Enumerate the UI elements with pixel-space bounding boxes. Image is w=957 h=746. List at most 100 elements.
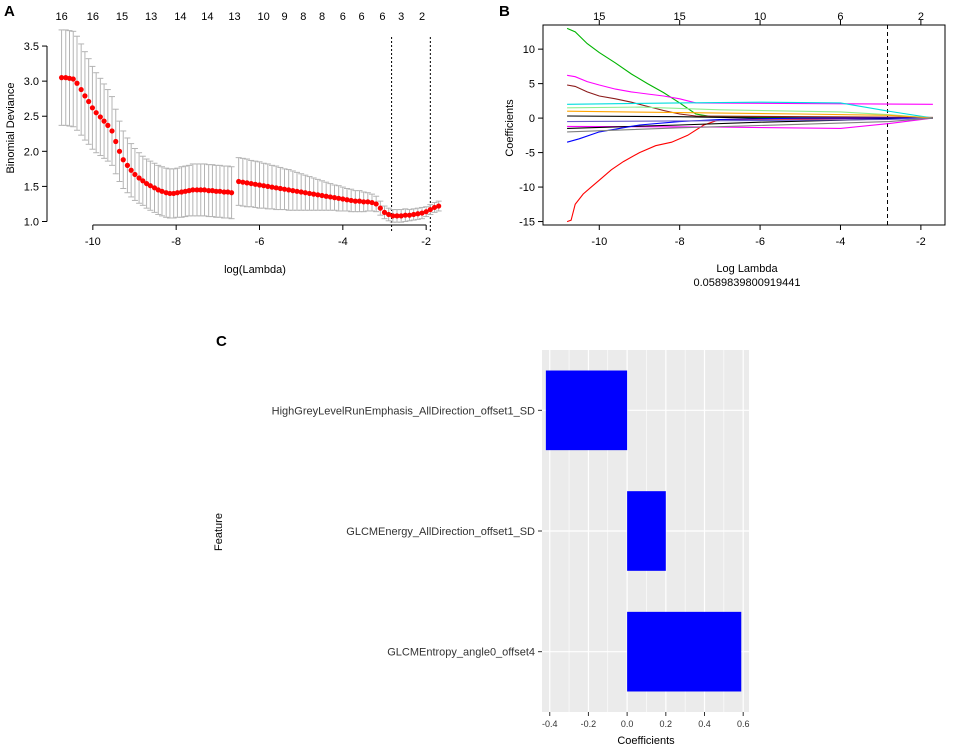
panel-a-point: [109, 128, 115, 134]
panel-a-point: [365, 199, 371, 205]
panel-b-series-line: [567, 101, 933, 119]
panel-a-point: [311, 191, 317, 197]
panel-a-point: [423, 209, 429, 215]
panel-b-label: B: [499, 3, 510, 20]
panel-b-series-line: [566, 27, 933, 119]
panel-a-y-tick-label: 1.5: [24, 181, 39, 193]
panel-c-x-tick-label: 0.2: [660, 719, 673, 729]
panel-a-point: [394, 213, 400, 219]
panel-b-y-axis-title: Coefficients: [504, 99, 516, 157]
panel-b-top-tick-label: 15: [593, 11, 605, 23]
panel-a-point: [436, 203, 442, 209]
panel-a-point: [140, 178, 146, 184]
panel-b-x-tick-label: -4: [836, 236, 846, 248]
panel-b-plot-frame: [542, 24, 946, 226]
panel-a-point: [97, 114, 103, 120]
panel-b-x-tick-label: -6: [755, 236, 765, 248]
panel-c-bar: [545, 370, 628, 451]
panel-a-top-tick-label: 9: [281, 11, 287, 23]
panel-a-point: [261, 183, 267, 189]
panel-a-y-axis-title: Binomial Deviance: [5, 82, 17, 173]
panel-c-y-axis-title: Feature: [213, 513, 225, 551]
panel-b-series-line: [567, 117, 933, 129]
panel-a-point: [265, 183, 271, 190]
panel-a-point: [269, 184, 275, 190]
panel-a-x-tick-label: -8: [171, 236, 181, 248]
panel-a-point: [147, 183, 153, 189]
panel-a-point: [319, 192, 325, 199]
panel-a-point: [415, 211, 421, 217]
panel-a-x-tick-label: -10: [85, 236, 101, 248]
panel-a-top-tick-label: 16: [55, 11, 67, 23]
panel-b-top-tick-label: 10: [754, 11, 766, 23]
panel-c-category-label: GLCMEntropy_angle0_offset4: [387, 647, 535, 659]
panel-b-series-line: [566, 117, 933, 143]
panel-a-point: [277, 185, 283, 192]
panel-a-point: [294, 188, 300, 194]
panel-a-point: [327, 194, 333, 200]
panel-a-point: [315, 192, 321, 198]
panel-a-point: [431, 204, 438, 211]
panel-a-point: [198, 187, 204, 193]
panel-a-point: [78, 86, 84, 93]
panel-a-top-tick-label: 8: [300, 11, 306, 23]
panel-a-point: [386, 211, 392, 218]
panel-a-point: [190, 187, 196, 193]
panel-a-top-tick-label: 3: [398, 11, 404, 23]
panel-a-x-tick-label: -6: [255, 236, 265, 248]
panel-c-x-tick-label: 0.4: [698, 719, 711, 729]
panel-b-series-line: [567, 117, 933, 129]
panel-a-point: [411, 211, 417, 218]
panel-b-y-tick-label: 5: [529, 79, 535, 91]
panel-a-point: [427, 206, 433, 213]
panel-b: B Log Lambda 0.0589839800919441 Coeffici…: [499, 3, 946, 289]
panel-a-top-tick-label: 14: [201, 11, 213, 23]
panel-a-point: [273, 185, 279, 191]
panel-c-category-label: GLCMEnergy_AllDirection_offset1_SD: [346, 526, 535, 538]
panel-a-point: [373, 201, 379, 207]
panel-a-point: [298, 189, 304, 195]
panel-c-bar: [627, 491, 666, 571]
panel-c-x-tick-label: 0.6: [737, 719, 750, 729]
panel-b-y-tick-label: -5: [525, 148, 535, 160]
panel-a-top-tick-label: 2: [419, 11, 425, 23]
panel-a-point: [323, 193, 329, 199]
panel-a-point: [58, 75, 65, 81]
panel-a-point: [290, 188, 296, 194]
panel-a-x-tick-label: -4: [338, 236, 348, 248]
panel-c-x-tick-label: 0.0: [621, 719, 634, 729]
panel-b-y-tick-label: 10: [523, 44, 535, 56]
panel-b-x-tick-label: -2: [916, 236, 926, 248]
panel-a-top-tick-label: 6: [379, 11, 385, 23]
panel-a-point: [213, 188, 219, 194]
panel-a-point: [113, 138, 119, 145]
panel-a-point: [217, 188, 223, 194]
panel-a-point: [159, 188, 165, 194]
panel-c-x-tick-label: -0.2: [581, 719, 597, 729]
panel-a-point: [70, 76, 76, 82]
panel-a-point: [402, 212, 408, 218]
panel-a-point: [336, 195, 342, 201]
panel-a-point: [306, 190, 313, 197]
panel-b-series-line: [567, 74, 933, 105]
panel-a-point: [89, 105, 96, 111]
panel-a-point: [398, 213, 404, 219]
panel-a-point: [244, 180, 250, 186]
panel-b-series-line: [567, 110, 933, 119]
panel-b-top-tick-label: 6: [837, 11, 843, 23]
panel-a-point: [381, 209, 388, 215]
panel-a-point: [128, 167, 134, 173]
panel-a-y-tick-label: 2.5: [24, 111, 39, 123]
panel-a-point: [281, 186, 288, 192]
panel-a-point: [228, 190, 235, 196]
panel-a-y-tick-label: 3.5: [24, 41, 39, 53]
panel-a-x-axis-title: log(Lambda): [224, 264, 286, 276]
panel-b-series-line: [567, 117, 933, 123]
panel-a-top-tick-label: 16: [87, 11, 99, 23]
panel-a-point: [116, 148, 123, 154]
panel-a-x-tick-label: -2: [421, 236, 431, 248]
panel-c-x-axis-title: Coefficients: [617, 735, 675, 746]
panel-a-point: [286, 187, 292, 193]
panel-a-point: [101, 118, 107, 124]
panel-b-x-tick-label: -10: [591, 236, 607, 248]
